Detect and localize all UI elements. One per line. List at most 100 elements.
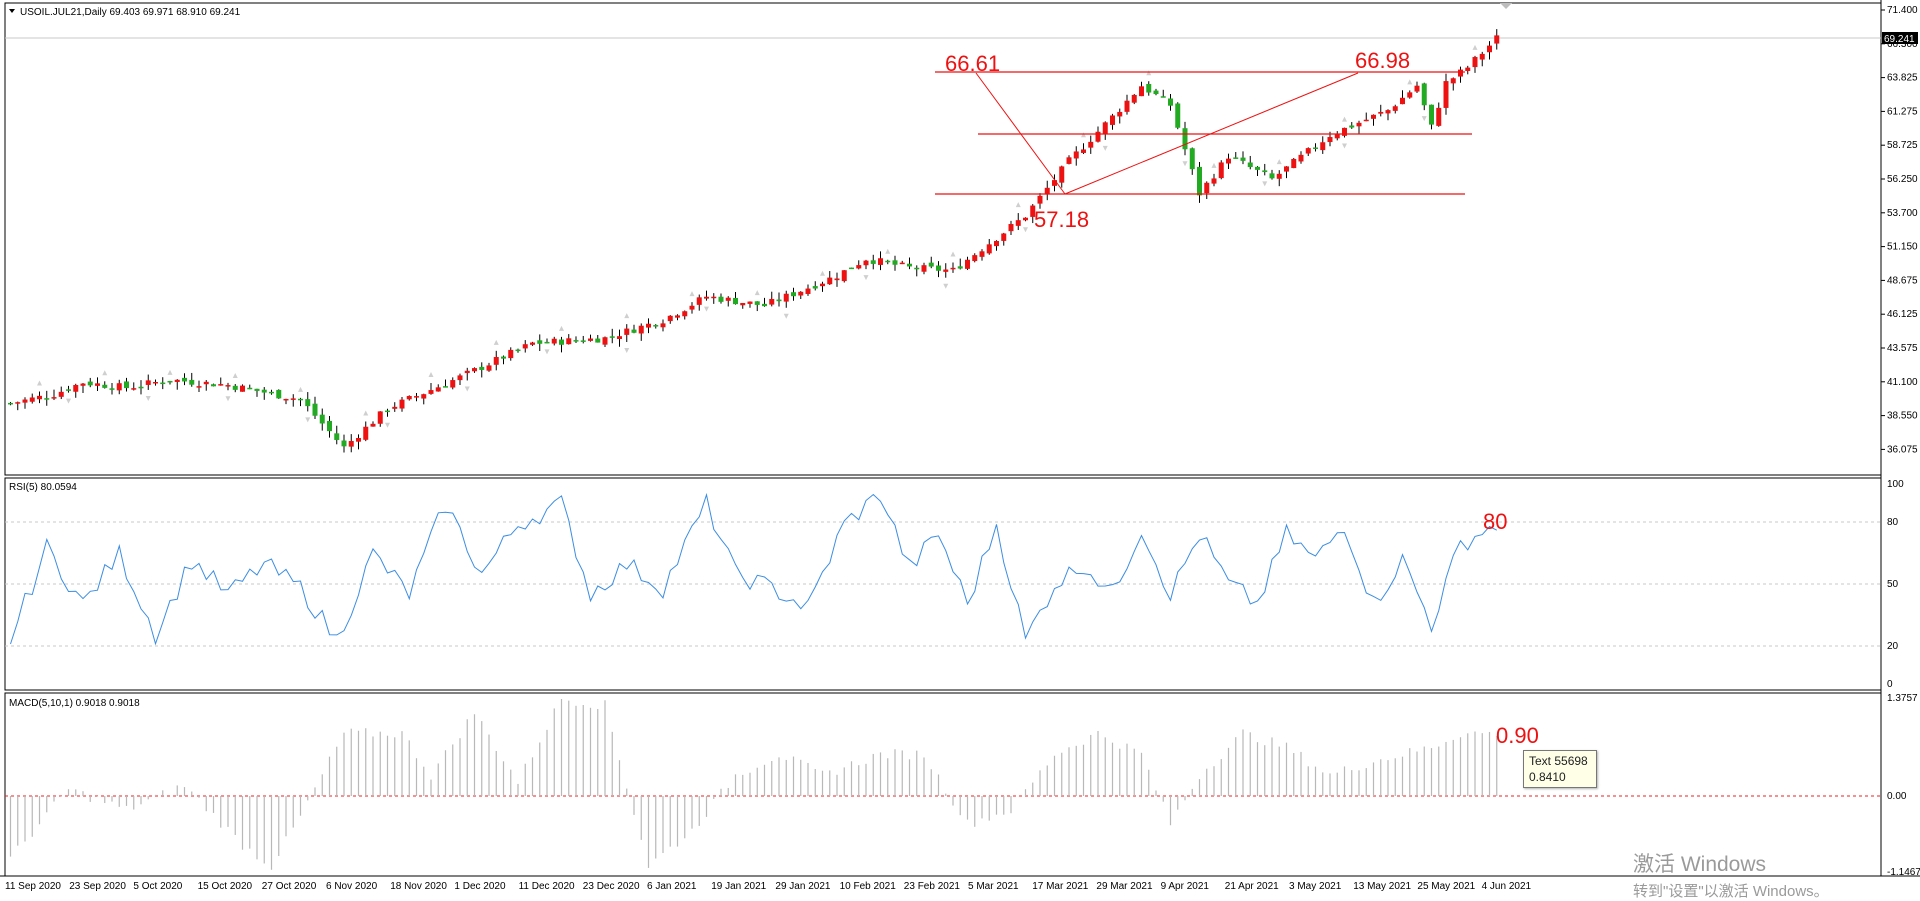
- price-label: 61.275: [1887, 106, 1918, 117]
- time-label: 6 Jan 2021: [647, 881, 697, 892]
- candle-body: [406, 396, 412, 400]
- fractal-up-icon: [363, 410, 369, 416]
- time-label: 29 Mar 2021: [1096, 881, 1153, 892]
- candle-body: [972, 255, 978, 262]
- candle-body: [530, 342, 535, 345]
- fractal-up-icon: [885, 248, 891, 254]
- time-label: 4 Jun 2021: [1482, 881, 1532, 892]
- time-label: 15 Oct 2020: [198, 881, 253, 892]
- annotation-high-left: 66.61: [945, 51, 1000, 76]
- price-scale[interactable]: [1881, 3, 1920, 876]
- trend-line-down[interactable]: [975, 72, 1066, 195]
- candle-body: [1400, 97, 1405, 105]
- macd-level-label: 1.3757: [1887, 693, 1918, 704]
- candle-body: [66, 389, 71, 391]
- candle-body: [501, 356, 506, 359]
- candle-body: [472, 368, 477, 372]
- candle-body: [747, 301, 753, 304]
- trend-line-up[interactable]: [1064, 72, 1359, 195]
- candle-body: [37, 395, 42, 400]
- candle-body: [1088, 141, 1094, 148]
- candle-body: [95, 383, 100, 386]
- candle-body: [1378, 111, 1384, 114]
- candle-body: [196, 386, 202, 388]
- candle-body: [377, 411, 383, 424]
- tooltip-line1: Text 55698: [1529, 754, 1588, 768]
- chart-shift-marker[interactable]: [1500, 3, 1512, 9]
- dropdown-arrow-icon[interactable]: [9, 9, 15, 13]
- candle-body: [617, 336, 622, 339]
- candle-body: [769, 298, 775, 305]
- candle-body: [754, 301, 760, 305]
- price-label: 58.725: [1887, 140, 1918, 151]
- fractal-up-icon: [1146, 70, 1152, 76]
- candle-body: [1168, 98, 1173, 106]
- candle-body: [145, 380, 151, 385]
- candle-body: [1211, 178, 1217, 184]
- fractal-down-icon: [1182, 161, 1188, 167]
- candle-body: [994, 240, 999, 247]
- candle-body: [689, 305, 695, 310]
- fractal-up-icon: [1015, 202, 1021, 208]
- candle-body: [1197, 166, 1202, 196]
- candle-body: [327, 420, 332, 432]
- macd-panel[interactable]: [4, 692, 1882, 877]
- time-label: 23 Feb 2021: [904, 881, 961, 892]
- fractal-up-icon: [1211, 162, 1217, 168]
- fractal-down-icon: [464, 386, 470, 392]
- candle-body: [718, 296, 724, 302]
- candle-body: [566, 338, 572, 345]
- candle-body: [109, 388, 115, 390]
- rsi-scale-labels: 100 80 50 20 0: [1887, 479, 1904, 690]
- time-label: 17 Mar 2021: [1032, 881, 1089, 892]
- candle-body: [682, 311, 688, 317]
- current-price-value: 69.241: [1884, 34, 1915, 45]
- candle-body: [80, 383, 86, 386]
- candle-body: [1008, 224, 1014, 232]
- current-price-tag: [1882, 32, 1918, 44]
- rsi-level-label: 50: [1887, 579, 1899, 590]
- drawn-objects[interactable]: [935, 71, 1472, 195]
- candle-body: [29, 397, 35, 402]
- candle-body: [1095, 131, 1101, 142]
- fractal-down-icon: [624, 348, 630, 354]
- candle-body: [1479, 53, 1485, 60]
- candle-body: [522, 344, 528, 349]
- candle-body: [1023, 217, 1028, 221]
- text-object-tooltip: Text 55698 0.8410: [1523, 750, 1597, 788]
- candle-body: [936, 265, 941, 271]
- candles[interactable]: [8, 29, 1500, 453]
- candle-body: [1052, 180, 1057, 186]
- fractal-up-icon: [1276, 159, 1282, 165]
- candle-body: [298, 398, 303, 401]
- candle-body: [276, 389, 282, 399]
- price-label: 56.250: [1887, 174, 1918, 185]
- candle-body: [457, 375, 463, 381]
- macd-scale-labels: 1.3757 0.00 -1.1467: [1887, 693, 1920, 878]
- candle-body: [493, 357, 499, 365]
- candle-body: [341, 440, 347, 447]
- candle-body: [588, 338, 593, 341]
- candle-body: [1189, 148, 1195, 170]
- candle-body: [1436, 107, 1442, 126]
- candle-body: [203, 381, 209, 385]
- candle-body: [1037, 195, 1043, 204]
- candle-body: [624, 328, 630, 335]
- price-label: 36.075: [1887, 444, 1918, 455]
- candle-body: [783, 293, 789, 302]
- fractal-up-icon: [950, 251, 956, 257]
- candle-body: [812, 286, 818, 289]
- candle-body: [1291, 158, 1297, 169]
- main-header: USOIL.JUL21,Daily 69.403 69.971 68.910 6…: [20, 7, 241, 18]
- main-price-panel[interactable]: [4, 2, 1882, 476]
- time-label: 27 Oct 2020: [262, 881, 317, 892]
- candle-body: [849, 267, 854, 270]
- candle-body: [1305, 148, 1311, 154]
- price-scale-labels: 71.400 66.300 63.825 61.275 58.725 56.250 53.7…: [1881, 5, 1918, 455]
- candle-body: [182, 377, 187, 382]
- candle-body: [1443, 81, 1449, 108]
- candle-body: [363, 426, 369, 440]
- candle-body: [8, 402, 13, 405]
- candle-body: [602, 337, 608, 345]
